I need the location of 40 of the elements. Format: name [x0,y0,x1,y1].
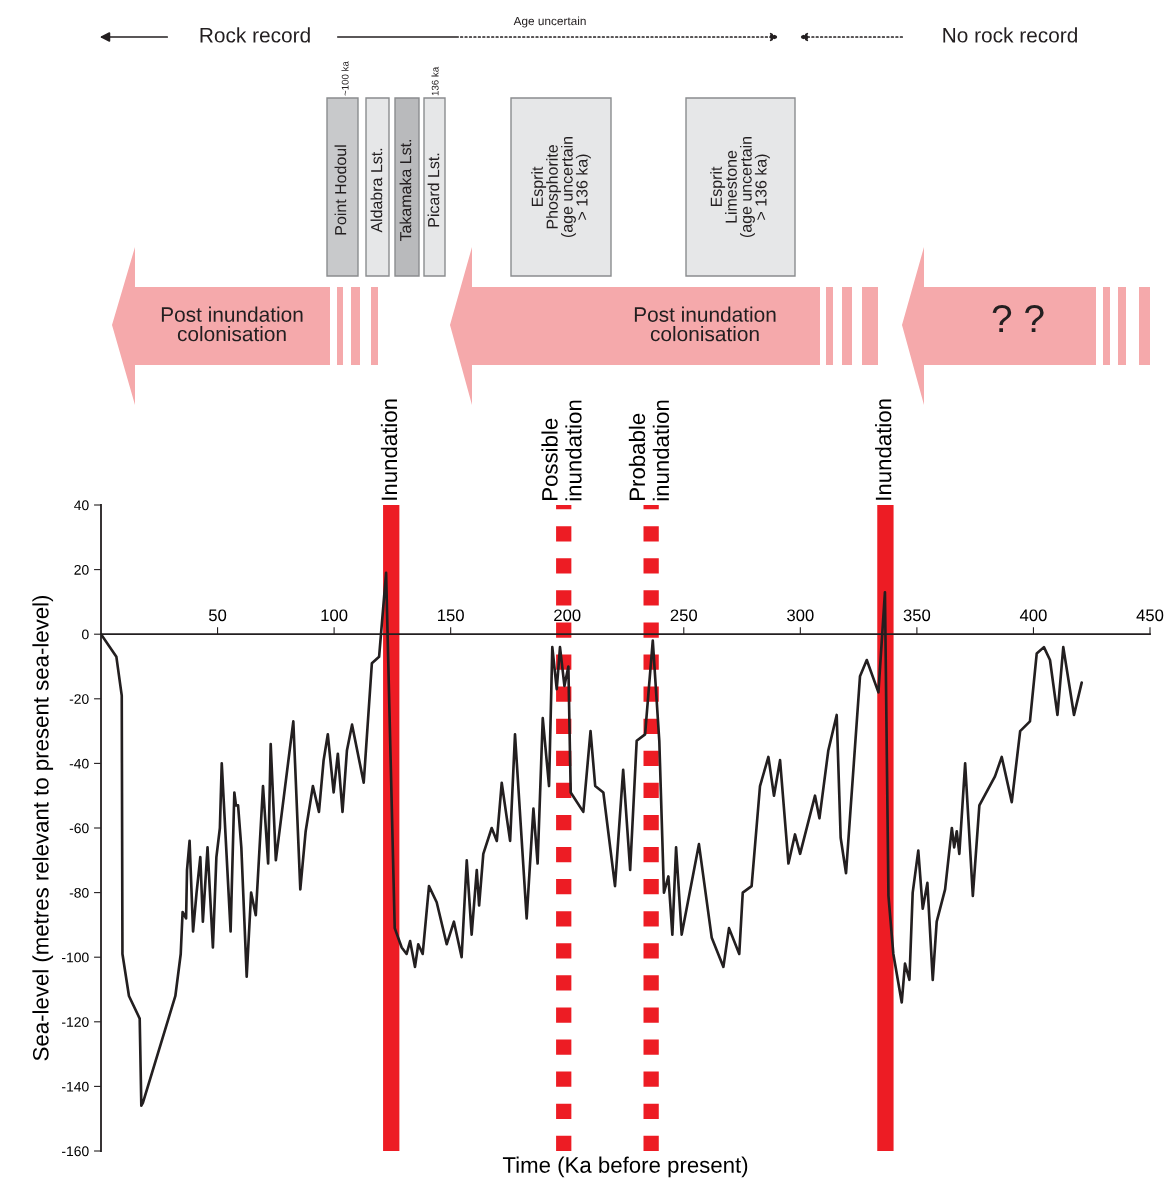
text: Rock record [200,27,310,43]
text: Esprit Limestone (age uncertain > 136 ka) [710,136,770,238]
y-tick-label: -140 [62,1081,89,1092]
y-tick-label: -100 [62,952,89,963]
text: ~100 ka [341,61,349,96]
x-tick-label: 150 [438,609,464,622]
text: Post inundation colonisation [634,306,776,342]
y-tick-label: -160 [62,1146,89,1157]
text: Aldabra Lst. [370,148,383,233]
text: Point Hodoul [334,145,347,235]
text: 136 ka [431,66,439,96]
ref-line-label: Possible inundation [541,400,582,501]
x-tick-label: 350 [903,609,931,622]
text: Picard Lst. [427,153,440,227]
y-tick-label: -120 [62,1017,89,1027]
x-axis-title: Time (Ka before present) [502,1156,748,1178]
y-tick-label: 20 [74,564,89,575]
text: Post inundation colonisation [161,306,303,342]
text: No rock record [943,27,1077,43]
x-tick-label: 200 [554,609,581,622]
x-tick-label: 100 [321,609,348,622]
x-tick-label: 300 [787,609,814,622]
x-tick-label: 450 [1136,609,1164,622]
text: Takamaka Lst. [399,139,412,242]
y-tick-label: -60 [69,823,89,834]
ref-line-label: Probable inundation [628,400,670,501]
y-tick-label: 0 [82,629,89,640]
y-axis-title: Sea-level (metres relevant to present sea-level) [32,595,54,1061]
y-tick-label: -40 [69,758,89,769]
y-tick-label: -80 [69,887,89,898]
text: Age uncertain [513,16,586,28]
y-tick-label: 40 [74,500,89,511]
text: ? ? [992,304,1044,333]
band-label: Inundation [380,399,398,500]
y-tick-label: -20 [69,694,89,704]
band-label: Inundation [875,399,892,500]
x-tick-label: 250 [670,609,698,622]
text: Esprit Phosphorite (age uncertain > 136 ka) [531,136,591,238]
x-tick-label: 50 [208,609,227,622]
x-tick-label: 400 [1019,609,1047,622]
